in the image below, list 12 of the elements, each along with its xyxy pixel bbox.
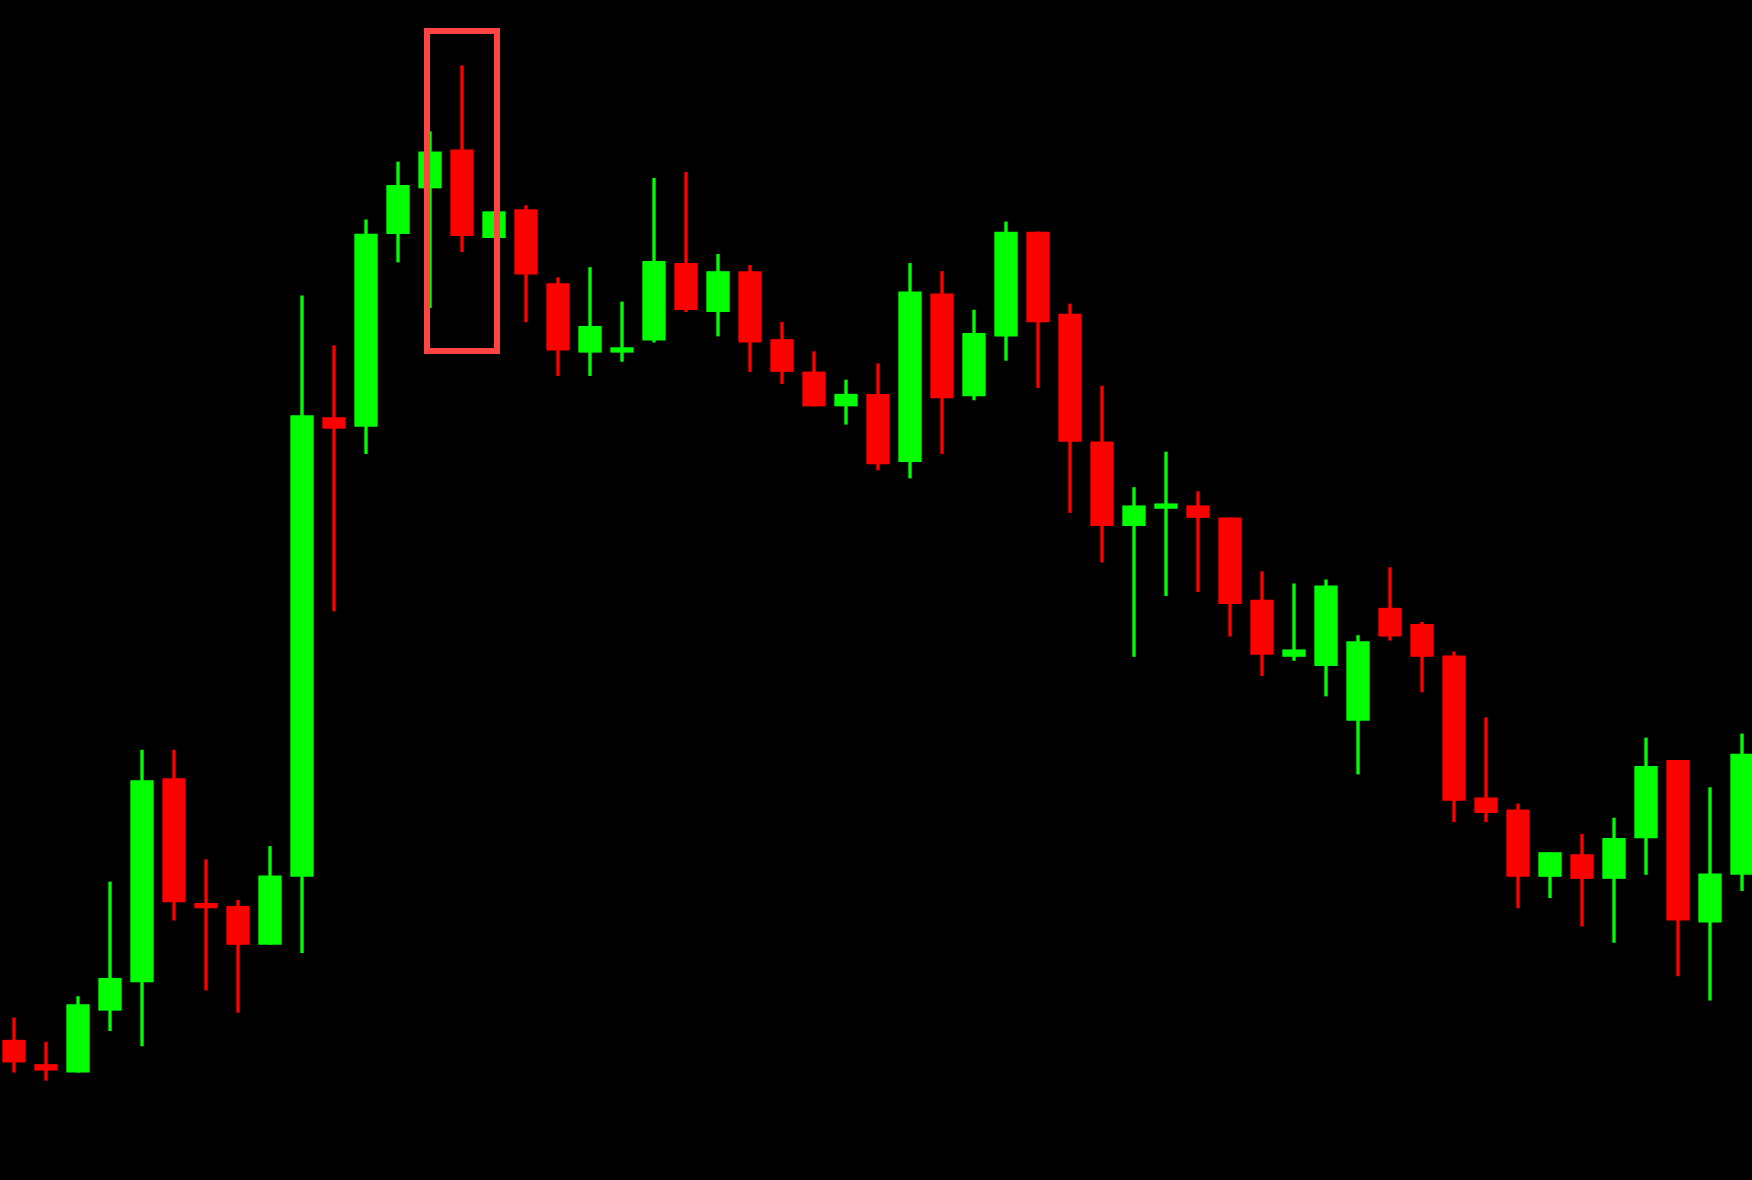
- candlestick: [1698, 787, 1722, 1001]
- candlestick: [1154, 451, 1178, 596]
- candlestick: [1122, 487, 1146, 657]
- candlestick: [1186, 491, 1210, 592]
- candlestick: [322, 345, 346, 612]
- candlestick: [194, 859, 218, 991]
- candlestick: [610, 301, 634, 362]
- candlestick: [1474, 717, 1498, 823]
- candlestick: [578, 267, 602, 376]
- candlestick: [98, 881, 122, 1031]
- candlestick: [1282, 583, 1306, 661]
- candlestick: [34, 1041, 58, 1081]
